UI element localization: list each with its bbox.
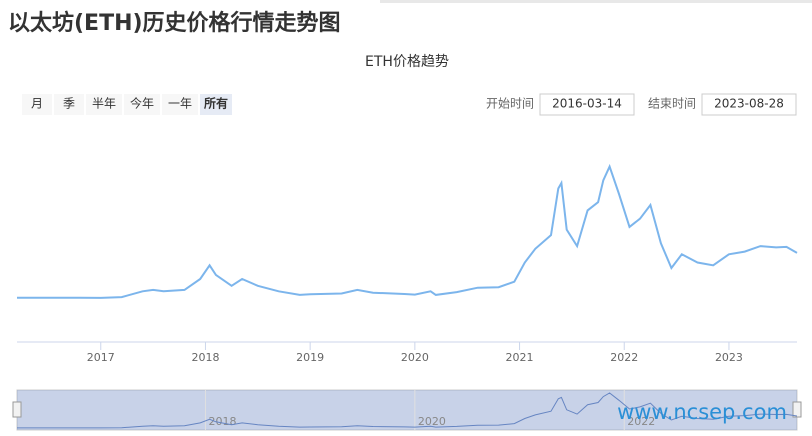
range-button-label[interactable]: 一年 — [168, 97, 192, 111]
chart-title: ETH价格趋势 — [365, 54, 449, 70]
navigator-tick-label: 2018 — [208, 415, 236, 428]
x-tick-label: 2018 — [191, 351, 219, 364]
price-line — [17, 163, 798, 299]
start-input[interactable] — [539, 93, 635, 116]
navigator-line — [17, 392, 798, 429]
x-tick-label: 2017 — [87, 351, 115, 364]
page-title: 以太坊(ETH)历史价格行情走势图 — [8, 10, 341, 36]
range-button[interactable] — [162, 94, 198, 115]
navigator-tick-label: 2022 — [627, 415, 655, 428]
end-date[interactable]: 2023-08-28 — [714, 97, 784, 111]
x-tick-label: 2023 — [715, 351, 743, 364]
navigator-handle[interactable] — [12, 401, 22, 418]
range-button-label[interactable]: 半年 — [92, 97, 116, 111]
watermark: www.ncsep.com — [617, 400, 787, 424]
range-button-label[interactable]: 今年 — [130, 96, 154, 111]
x-tick-label: 2020 — [401, 351, 429, 364]
range-button-label[interactable]: 所有 — [204, 96, 228, 111]
start-label: 开始时间 — [486, 97, 534, 111]
range-button-label[interactable]: 季 — [63, 97, 75, 111]
navigator-handle[interactable] — [792, 401, 802, 418]
range-button[interactable] — [22, 94, 52, 115]
navigator-tick-label: 2020 — [418, 415, 446, 428]
end-label: 结束时间 — [648, 97, 696, 111]
x-tick-label: 2022 — [610, 351, 638, 364]
x-tick-label: 2021 — [506, 351, 534, 364]
navigator-mask[interactable] — [17, 390, 797, 430]
x-tick-label: 2019 — [296, 351, 324, 364]
range-button[interactable] — [124, 94, 160, 115]
range-button-label[interactable]: 月 — [31, 97, 43, 111]
start-date[interactable]: 2016-03-14 — [552, 97, 622, 111]
top-bar — [380, 0, 812, 3]
end-input[interactable] — [701, 93, 797, 116]
range-button[interactable] — [54, 94, 84, 115]
range-button[interactable] — [86, 94, 122, 115]
range-button[interactable] — [200, 94, 232, 115]
